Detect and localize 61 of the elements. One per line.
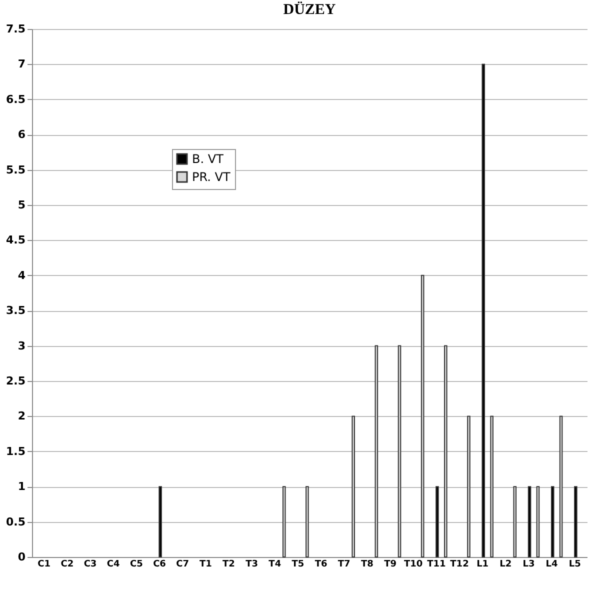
x-tick-label: T2 xyxy=(222,560,235,570)
y-tick-label: 7 xyxy=(18,58,26,71)
bar xyxy=(528,486,532,558)
x-tick-label: C3 xyxy=(84,560,97,570)
y-tick-label: 6.5 xyxy=(6,92,26,106)
y-tick-label: 1 xyxy=(18,480,26,494)
y-tick-label: 5 xyxy=(18,198,26,212)
bar xyxy=(444,345,448,558)
x-tick-label: L2 xyxy=(500,560,512,570)
y-tick-label: 4 xyxy=(18,268,26,282)
x-tick-label: C5 xyxy=(130,560,143,570)
chart-title: DÜZEY xyxy=(283,1,336,18)
y-tick-label: 5.5 xyxy=(6,163,26,176)
bar xyxy=(352,416,355,558)
bar xyxy=(436,486,439,558)
bar xyxy=(574,486,578,558)
y-tick-label: 3.5 xyxy=(6,304,26,318)
bar xyxy=(374,345,378,558)
bar xyxy=(306,486,309,558)
legend-label: B. VT xyxy=(192,152,224,166)
x-tick-label: C4 xyxy=(106,560,120,570)
y-tick-label: 0 xyxy=(18,550,26,564)
x-tick-label: T4 xyxy=(268,560,282,570)
bar xyxy=(513,486,517,558)
x-tick-label: T11 xyxy=(427,560,446,570)
bar xyxy=(559,416,563,558)
y-tick-label: 2 xyxy=(18,410,26,423)
y-tick-label: 7.5 xyxy=(6,22,26,36)
x-tick-label: C6 xyxy=(153,560,166,570)
bar xyxy=(158,486,162,558)
x-tick-label: T1 xyxy=(199,560,212,570)
y-tick-label: 0.5 xyxy=(6,515,26,528)
bar xyxy=(490,416,494,558)
x-tick-label: T12 xyxy=(450,560,469,570)
x-tick-label: T5 xyxy=(292,560,304,570)
x-tick-label: T9 xyxy=(384,560,396,570)
bar xyxy=(536,486,540,558)
x-tick-label: C1 xyxy=(38,560,51,570)
bar xyxy=(467,416,470,558)
y-tick-label: 6 xyxy=(18,128,26,142)
x-tick-label: T7 xyxy=(338,560,350,570)
y-tick-label: 4.5 xyxy=(6,234,26,247)
bar xyxy=(282,486,286,558)
y-tick-label: 2.5 xyxy=(6,374,26,388)
y-tick-label: 3 xyxy=(18,339,26,352)
y-tick-label: 1.5 xyxy=(6,444,26,458)
x-tick-label: T10 xyxy=(404,560,423,570)
bar xyxy=(550,486,554,558)
legend-label: PR. VT xyxy=(192,170,231,184)
bar xyxy=(398,345,402,558)
x-tick-label: L3 xyxy=(522,560,535,570)
x-tick-label: L5 xyxy=(568,560,581,570)
bar xyxy=(420,274,424,558)
x-tick-label: L4 xyxy=(546,560,558,570)
x-tick-label: C2 xyxy=(60,560,74,570)
x-tick-label: C7 xyxy=(176,560,190,570)
x-tick-label: T3 xyxy=(246,560,258,570)
x-tick-label: T8 xyxy=(360,560,374,570)
bar xyxy=(482,64,486,558)
x-tick-label: L1 xyxy=(476,560,489,570)
x-tick-label: T6 xyxy=(314,560,328,570)
